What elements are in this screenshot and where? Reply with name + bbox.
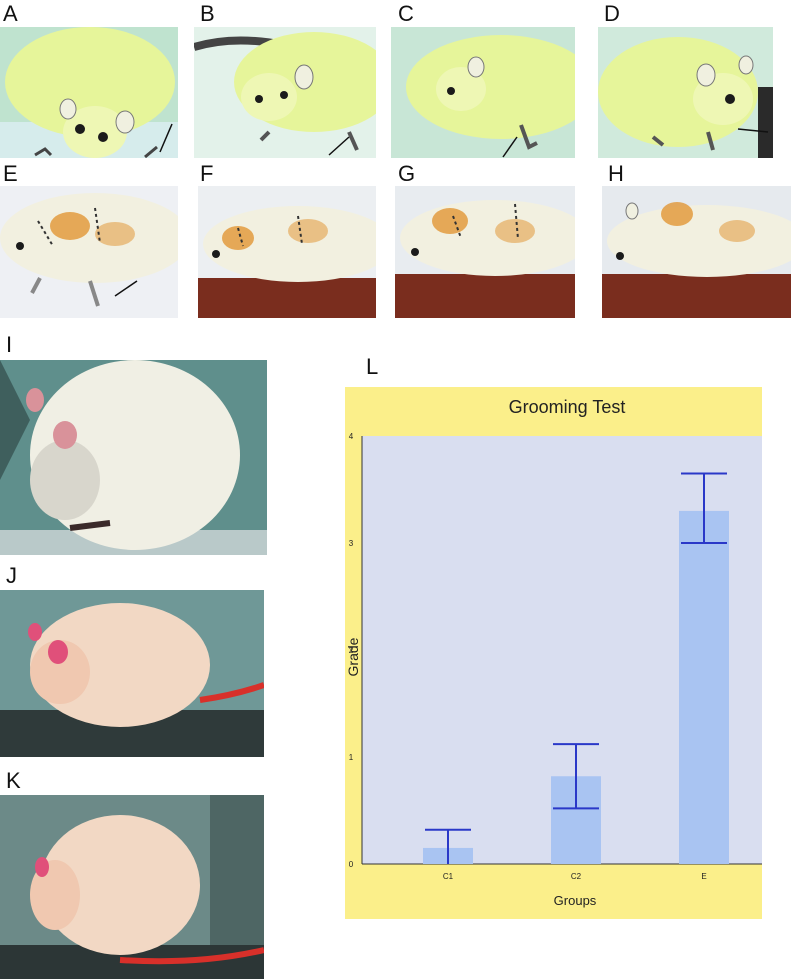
photo-panel-g bbox=[395, 186, 575, 318]
panel-label-e: E bbox=[3, 161, 18, 186]
error-bar-c1 bbox=[425, 828, 471, 864]
y-tick-label: 0 bbox=[349, 860, 354, 869]
panel-label-d: D bbox=[604, 1, 620, 26]
y-tick-label: 2 bbox=[349, 646, 354, 655]
photo-panel-b bbox=[194, 27, 376, 158]
photo-panel-c bbox=[391, 27, 575, 158]
y-tick-label: 4 bbox=[349, 432, 354, 441]
y-tick-label: 3 bbox=[349, 539, 354, 548]
panel-label-i: I bbox=[6, 332, 13, 357]
bar-e bbox=[679, 510, 729, 864]
panel-label-g: G bbox=[398, 161, 416, 186]
photo-panel-a bbox=[0, 27, 178, 158]
photo-panel-i bbox=[0, 360, 267, 555]
x-axis-label: Groups bbox=[554, 893, 597, 908]
chart-title: Grooming Test bbox=[509, 397, 626, 417]
x-tick-label: E bbox=[701, 872, 706, 881]
x-tick-label: C2 bbox=[571, 872, 582, 881]
grooming-test-chart: Grooming Test Grade Groups 0 1 2 3 4 C1 C2 E bbox=[345, 387, 762, 919]
photo-panel-k bbox=[0, 795, 264, 979]
photo-panel-d bbox=[598, 27, 773, 158]
photo-panel-f bbox=[198, 186, 376, 318]
y-axis-label: Grade bbox=[345, 637, 361, 676]
photo-panel-e bbox=[0, 186, 178, 318]
panel-label-j: J bbox=[6, 563, 17, 588]
x-tick-label: C1 bbox=[443, 872, 454, 881]
panel-label-l: L bbox=[366, 354, 379, 379]
panel-label-b: B bbox=[200, 1, 215, 26]
photo-panel-j bbox=[0, 590, 264, 757]
chart-svg: Grooming Test Grade Groups 0 1 2 3 4 C1 C2 E bbox=[345, 397, 762, 908]
panel-label-a: A bbox=[3, 1, 18, 26]
y-tick-label: 1 bbox=[349, 753, 354, 762]
panel-label-f: F bbox=[200, 161, 214, 186]
panel-label-c: C bbox=[398, 1, 414, 26]
panel-label-k: K bbox=[6, 768, 21, 793]
error-bar-c2 bbox=[553, 743, 599, 810]
error-bar-e bbox=[681, 472, 727, 544]
photo-panel-h bbox=[602, 186, 791, 318]
panel-label-h: H bbox=[608, 161, 624, 186]
